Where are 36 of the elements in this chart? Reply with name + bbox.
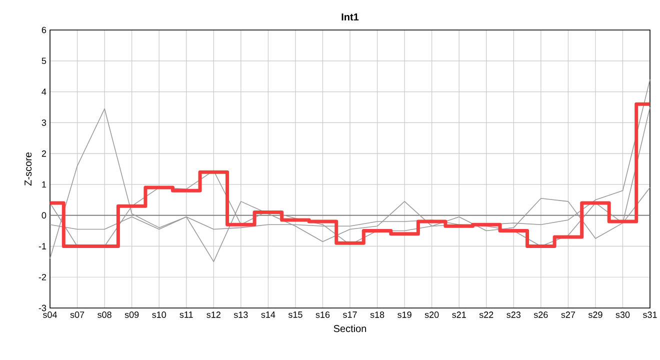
x-tick-label: s27 [561,312,575,318]
x-tick-label: s04 [43,312,57,318]
x-tick-label: s26 [534,312,548,318]
x-tick-label: s29 [588,312,602,318]
x-tick-label: s16 [316,312,330,318]
x-tick-label: s30 [616,312,630,318]
y-tick-label: 6 [42,26,46,34]
x-tick-label: s13 [234,312,248,318]
x-tick-label: s20 [424,312,439,318]
x-tick-label: s22 [479,312,494,318]
x-tick-label: s14 [261,312,276,318]
chart-title: Int1 [342,14,359,20]
y-tick-label: -2 [38,274,46,280]
x-tick-label: s08 [98,312,112,318]
x-tick-label: s09 [124,312,139,318]
x-tick-label: s15 [288,312,302,318]
y-tick-label: -1 [38,243,46,250]
y-tick-label: 5 [42,58,46,64]
x-axis-title: Section [334,324,366,332]
x-tick-label: s10 [152,312,166,318]
y-tick-label: -3 [38,304,46,312]
y-tick-label: 3 [42,119,46,126]
x-tick-label: s12 [206,312,220,318]
y-tick-label: 0 [42,212,46,219]
y-axis-title: Z-score [24,152,32,186]
x-tick-label: s18 [370,312,384,318]
x-tick-label: s23 [506,312,520,318]
x-tick-label: s07 [70,312,84,318]
x-tick-label: s31 [643,312,657,318]
x-tick-label: s21 [452,312,466,318]
y-tick-label: 4 [42,88,46,95]
x-tick-label: s19 [398,312,412,318]
y-tick-label: 1 [42,181,46,188]
x-tick-label: s17 [343,312,357,318]
y-tick-label: 2 [42,150,46,157]
x-tick-label: s11 [180,312,193,318]
